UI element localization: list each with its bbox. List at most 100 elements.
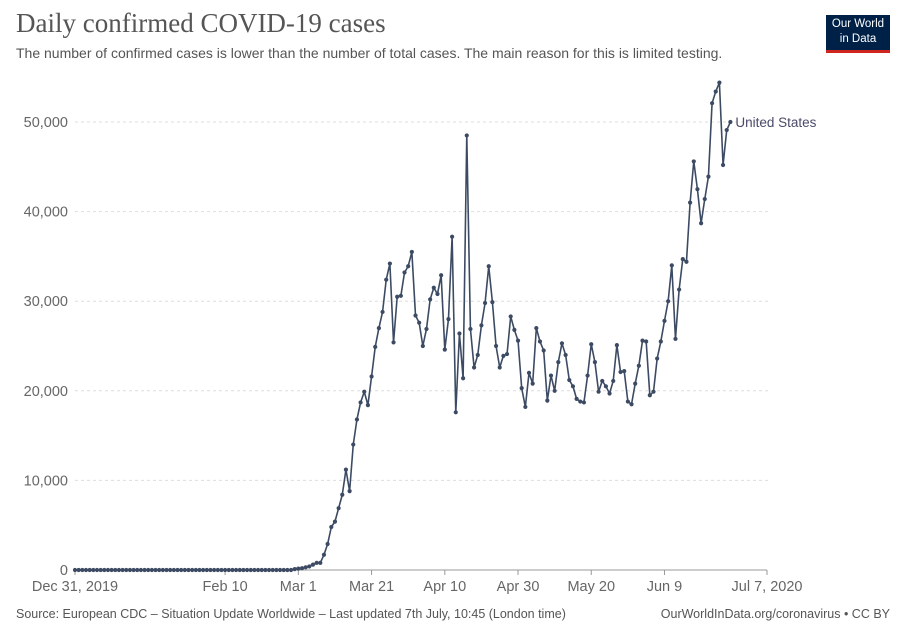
data-point [219, 567, 224, 573]
data-point [76, 567, 81, 573]
data-point [102, 567, 107, 573]
data-point [537, 339, 543, 344]
y-tick-label: 10,000 [24, 473, 68, 489]
data-point [417, 320, 422, 325]
data-point [453, 410, 458, 415]
data-point [347, 489, 352, 494]
data-point [332, 519, 338, 524]
y-tick-label: 20,000 [24, 384, 68, 400]
data-point [157, 567, 162, 573]
data-point [439, 273, 444, 278]
data-point [523, 404, 528, 410]
data-point [266, 567, 272, 573]
data-point [548, 373, 554, 378]
data-point [72, 567, 78, 573]
data-point [380, 309, 385, 315]
data-point [105, 567, 111, 573]
data-point [702, 196, 707, 202]
data-point [340, 492, 345, 497]
data-point [592, 360, 598, 365]
data-point [486, 264, 491, 269]
data-point [534, 325, 539, 331]
data-point [270, 567, 275, 573]
data-point [728, 119, 733, 125]
data-point [428, 297, 433, 302]
data-point [596, 389, 601, 394]
data-point [373, 344, 378, 349]
data-point [365, 403, 371, 408]
data-point [501, 353, 506, 358]
data-point [680, 256, 685, 262]
data-point [288, 567, 294, 573]
data-point [431, 285, 436, 290]
data-point [91, 567, 96, 573]
data-point [307, 564, 312, 569]
data-point [556, 360, 561, 365]
data-point [398, 293, 403, 298]
data-point [720, 162, 726, 168]
data-point [559, 341, 565, 346]
data-point [658, 339, 663, 344]
source-note[interactable]: Source: European CDC – Situation Update … [16, 607, 566, 621]
data-point [358, 400, 363, 405]
data-point [574, 396, 579, 401]
data-point [292, 567, 297, 572]
data-point [179, 567, 184, 573]
data-point [193, 567, 198, 573]
data-point [614, 343, 619, 348]
data-point [244, 567, 250, 573]
data-point [255, 567, 261, 573]
chart-title: Daily confirmed COVID-19 cases [16, 8, 386, 38]
data-point [581, 400, 587, 405]
license-link[interactable]: OurWorldInData.org/coronavirus • CC BY [660, 607, 890, 621]
series-line [75, 81, 732, 571]
data-point [618, 369, 623, 375]
data-point [691, 159, 696, 164]
data-point [142, 567, 147, 573]
data-point [567, 377, 572, 383]
data-point [237, 567, 242, 573]
x-tick-label: Mar 21 [349, 579, 394, 595]
owid-logo[interactable]: Our World in Data [826, 15, 890, 53]
data-point [230, 567, 235, 573]
data-point [515, 338, 521, 343]
data-point [395, 294, 400, 299]
data-point [461, 376, 466, 381]
data-point [241, 567, 246, 573]
x-tick-label: Feb 10 [203, 579, 248, 595]
y-tick-label: 40,000 [24, 205, 68, 221]
data-point [493, 343, 499, 349]
data-point [182, 567, 187, 573]
data-point [512, 327, 517, 332]
data-point [164, 567, 169, 573]
data-point [149, 567, 154, 573]
data-point [146, 567, 151, 573]
data-point [98, 567, 103, 573]
data-point [274, 567, 279, 573]
data-point [391, 340, 396, 345]
data-point [578, 399, 583, 404]
data-point [585, 373, 590, 378]
data-point [336, 506, 341, 511]
data-point [611, 378, 616, 384]
data-point [450, 234, 455, 239]
data-point [706, 174, 711, 179]
data-point [545, 398, 550, 403]
data-point [325, 541, 330, 547]
data-point [94, 567, 100, 573]
data-point [296, 566, 301, 571]
data-point [113, 567, 118, 573]
data-point [285, 567, 290, 573]
data-point [281, 567, 286, 573]
line-chart: 0 10,000 20,000 30,000 40,000 50,000 Dec 31, 2… [24, 80, 817, 595]
data-point [402, 270, 407, 275]
data-point [673, 336, 678, 341]
data-point [633, 381, 638, 386]
data-point [318, 560, 323, 565]
data-point [695, 187, 700, 192]
data-point [124, 567, 129, 573]
data-point [519, 386, 524, 391]
data-point [299, 566, 305, 571]
data-point [482, 300, 488, 306]
data-point [603, 384, 609, 389]
